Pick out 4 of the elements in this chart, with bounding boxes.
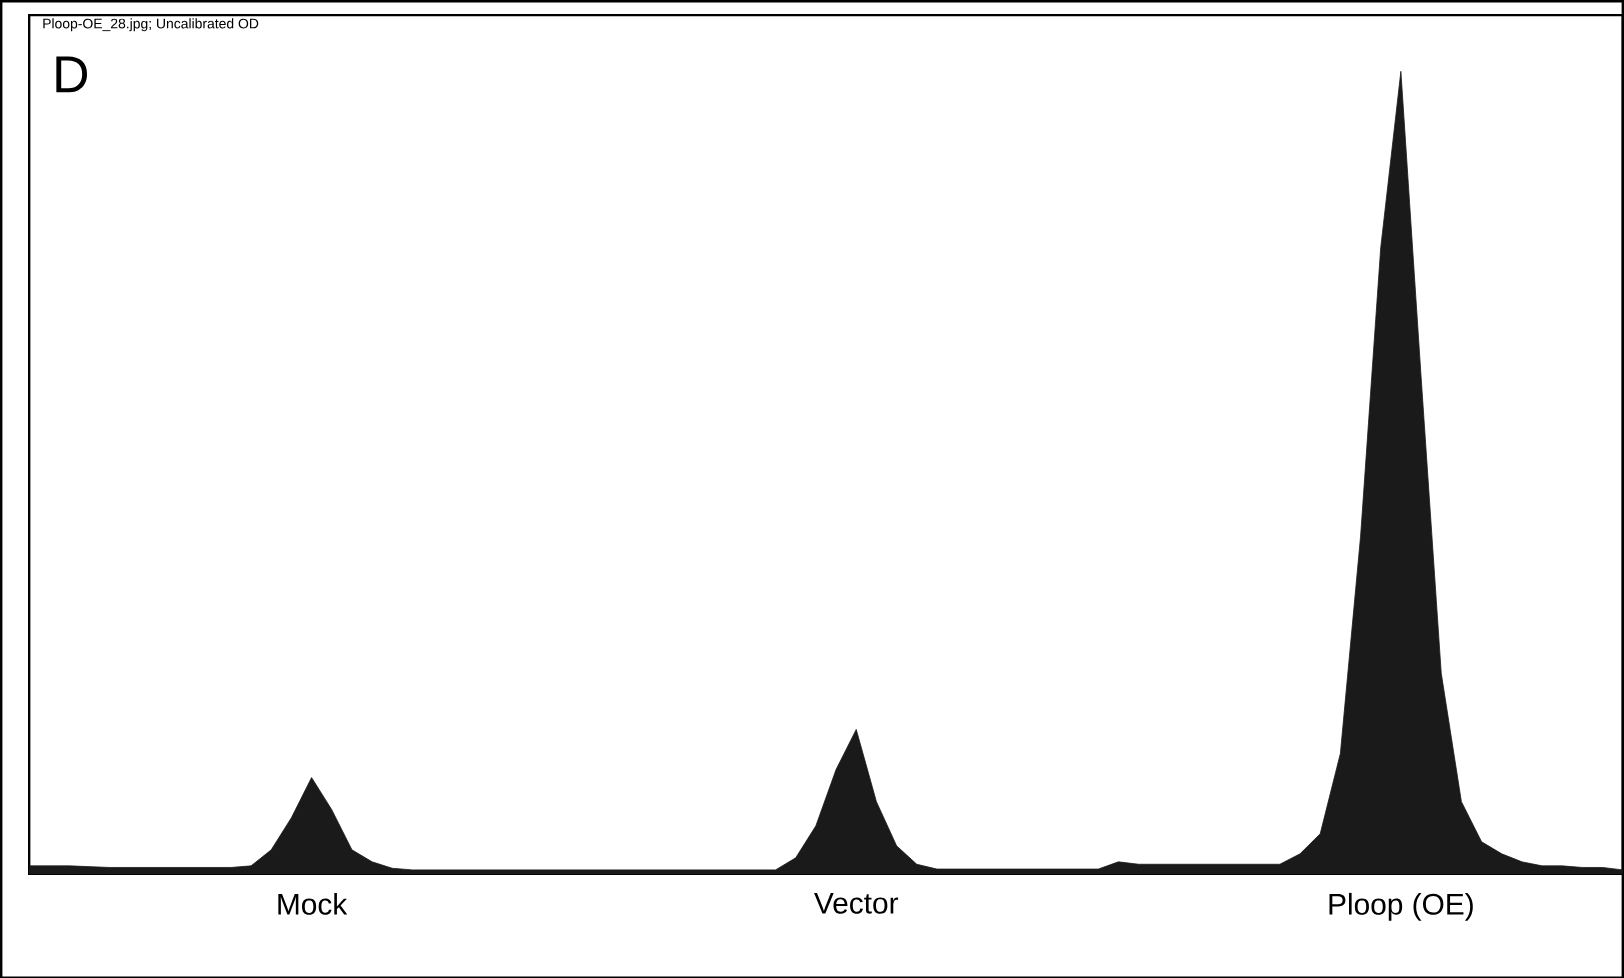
x-tick-label: Mock [278, 892, 348, 915]
x-tick-label: Ploop (OE) [1329, 892, 1473, 921]
annotation: D [56, 56, 88, 92]
x-tick-label: Vector [814, 892, 899, 914]
